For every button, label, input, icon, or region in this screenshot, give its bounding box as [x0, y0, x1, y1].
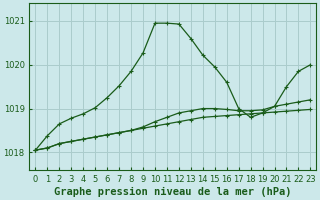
X-axis label: Graphe pression niveau de la mer (hPa): Graphe pression niveau de la mer (hPa) [54, 186, 292, 197]
